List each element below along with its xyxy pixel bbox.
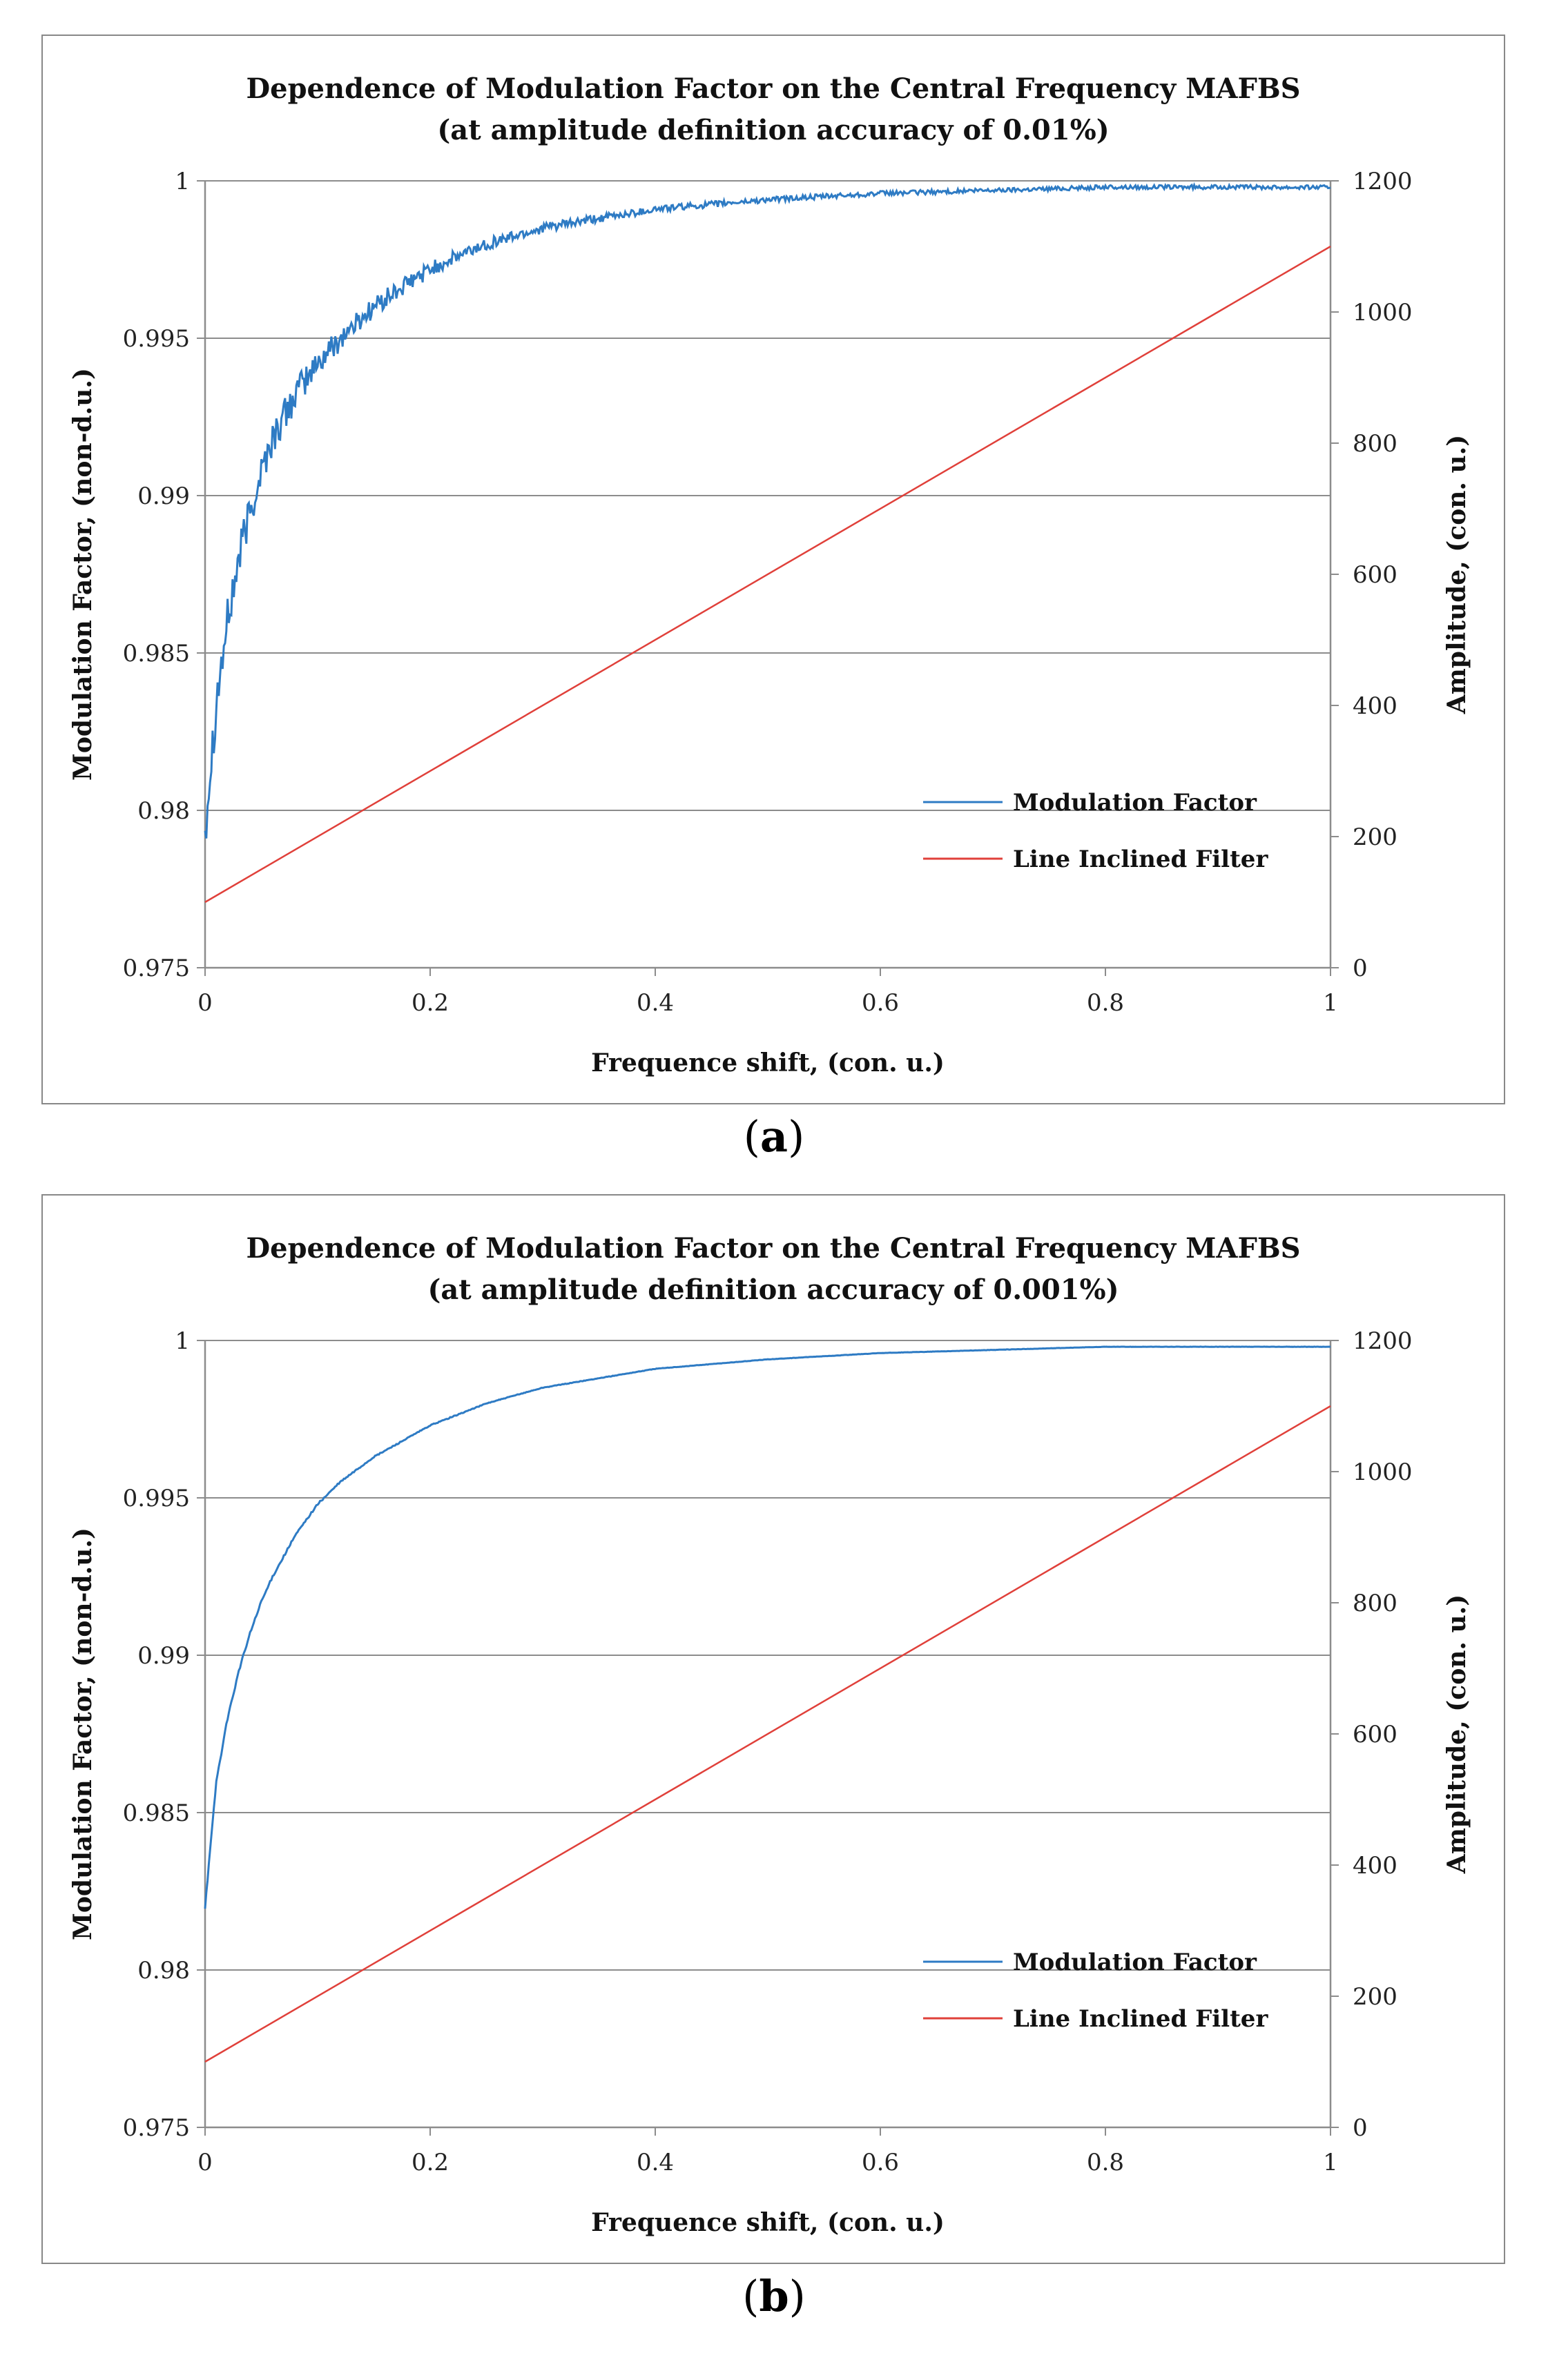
chart-b: Dependence of Modulation Factor on the C… (68, 1232, 1471, 2237)
y-tick-label: 0.975 (123, 2114, 190, 2142)
y2-axis-label: Amplitude, (con. u.) (1442, 435, 1471, 714)
y-tick-label: 1 (175, 168, 190, 195)
legend-label-2: Line Inclined Filter (1013, 846, 1268, 873)
y2-tick-label: 600 (1353, 561, 1397, 589)
chart-frame-b (41, 1194, 1505, 2264)
panel-label-b-text: b (759, 2271, 789, 2321)
x-tick-label: 0.8 (1087, 2149, 1124, 2176)
y-tick-label: 0.995 (123, 1485, 190, 1512)
y2-tick-label: 800 (1353, 430, 1397, 458)
y2-axis-label: Amplitude, (con. u.) (1442, 1594, 1471, 1874)
y2-tick-label: 200 (1353, 823, 1397, 851)
y2-tick-label: 0 (1353, 955, 1368, 982)
x-tick-label: 0.6 (862, 2149, 899, 2176)
y2-tick-label: 600 (1353, 1721, 1397, 1748)
x-tick-label: 0 (197, 2149, 213, 2176)
y-tick-label: 0.98 (137, 797, 190, 825)
y-tick-label: 0.985 (123, 1799, 190, 1827)
x-axis-label: Frequence shift, (con. u.) (591, 1048, 945, 1077)
x-tick-label: 0.8 (1087, 989, 1124, 1017)
series-modulation-factor-line (204, 182, 1331, 839)
chart-title-line-2: (at amplitude definition accuracy of 0.0… (437, 114, 1109, 146)
y2-tick-label: 0 (1353, 2114, 1368, 2142)
x-tick-label: 1 (1323, 989, 1338, 1017)
y-tick-label: 1 (175, 1327, 190, 1355)
y-tick-label: 0.99 (137, 1642, 190, 1670)
y-tick-label: 0.99 (137, 482, 190, 510)
y2-tick-label: 400 (1353, 1852, 1397, 1880)
x-tick-label: 0.4 (637, 2149, 674, 2176)
x-tick-label: 0.4 (637, 989, 674, 1017)
legend-label-2: Line Inclined Filter (1013, 2005, 1268, 2033)
panel-label-a: (a) (743, 1111, 805, 1162)
chart-title-line-1: Dependence of Modulation Factor on the C… (246, 1232, 1300, 1265)
legend-label-1: Modulation Factor (1013, 789, 1257, 817)
x-tick-label: 1 (1323, 2149, 1338, 2176)
x-axis-label: Frequence shift, (con. u.) (591, 2208, 945, 2237)
x-tick-label: 0 (197, 989, 213, 1017)
series-line-inclined-filter-line (204, 1405, 1331, 2063)
y2-tick-label: 400 (1353, 692, 1397, 720)
y2-tick-label: 1000 (1353, 1459, 1413, 1486)
legend-label-1: Modulation Factor (1013, 1949, 1257, 1976)
y-axis-label: Modulation Factor, (non-d.u.) (68, 1528, 97, 1940)
y2-tick-label: 1000 (1353, 299, 1413, 326)
chart-title-line-2: (at amplitude definition accuracy of 0.0… (427, 1274, 1119, 1306)
x-tick-label: 0.2 (412, 989, 449, 1017)
chart-frame-a (41, 35, 1505, 1104)
panel-label-b: (b) (742, 2271, 806, 2321)
y2-tick-label: 200 (1353, 1983, 1397, 2011)
chart-title-line-1: Dependence of Modulation Factor on the C… (246, 72, 1300, 105)
chart-a: Dependence of Modulation Factor on the C… (68, 72, 1471, 1077)
x-tick-label: 0.6 (862, 989, 899, 1017)
y-axis-label: Modulation Factor, (non-d.u.) (68, 368, 97, 781)
y2-tick-label: 1200 (1353, 1327, 1413, 1355)
y2-tick-label: 1200 (1353, 168, 1413, 195)
x-tick-label: 0.2 (412, 2149, 449, 2176)
y-tick-label: 0.975 (123, 955, 190, 982)
y2-tick-label: 800 (1353, 1590, 1397, 1617)
y-tick-label: 0.985 (123, 640, 190, 667)
y-tick-label: 0.995 (123, 325, 190, 353)
series-modulation-factor-line (204, 1345, 1331, 1909)
y-tick-label: 0.98 (137, 1957, 190, 1984)
series-line-inclined-filter-line (204, 245, 1331, 904)
panel-label-a-text: a (760, 1111, 788, 1162)
